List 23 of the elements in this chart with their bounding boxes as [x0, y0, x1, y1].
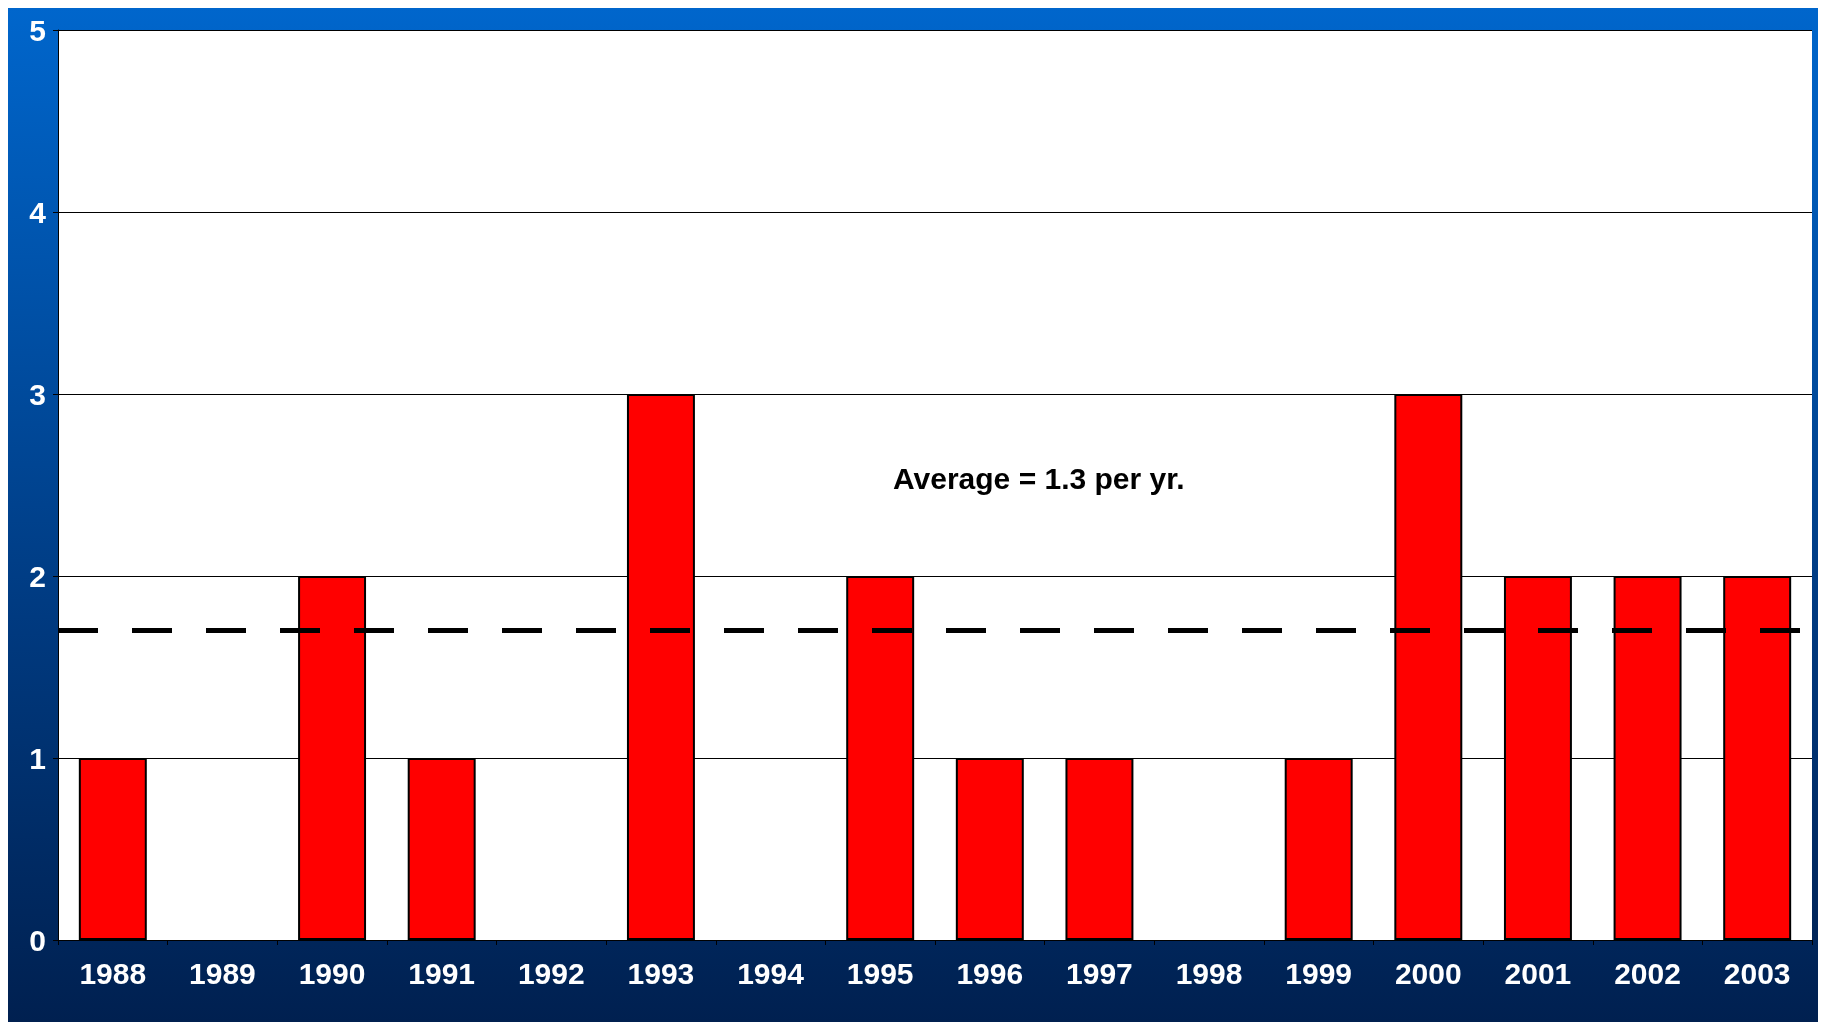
x-tick-label: 1996	[956, 956, 1024, 990]
x-tick-label: 1998	[1175, 956, 1243, 990]
x-tick-label: 1988	[79, 956, 147, 990]
annotation: Average = 1.3 per yr.	[893, 461, 1185, 495]
x-tick-label: 1991	[408, 956, 476, 990]
x-tick-label: 1990	[298, 956, 366, 990]
x-tick-label: 2001	[1504, 956, 1572, 990]
y-tick-label: 3	[29, 377, 46, 411]
x-tick-label: 1995	[846, 956, 914, 990]
x-tick-label: 1997	[1066, 956, 1133, 990]
y-tick-label: 4	[29, 195, 47, 229]
x-tick-label: 1989	[189, 956, 256, 990]
x-tick-label: 2003	[1723, 956, 1791, 990]
x-tick-label: 1993	[627, 956, 695, 990]
y-tick-label: 2	[29, 559, 46, 593]
x-tick-label: 1992	[517, 956, 585, 990]
x-tick-label: 1999	[1285, 956, 1353, 990]
y-tick-label: 0	[29, 923, 46, 957]
x-tick-label: 1994	[737, 956, 805, 990]
y-tick-label: 5	[29, 13, 46, 47]
y-tick-label: 1	[29, 741, 46, 775]
x-tick-label: 2002	[1614, 956, 1681, 990]
x-tick-label: 2000	[1394, 956, 1462, 990]
